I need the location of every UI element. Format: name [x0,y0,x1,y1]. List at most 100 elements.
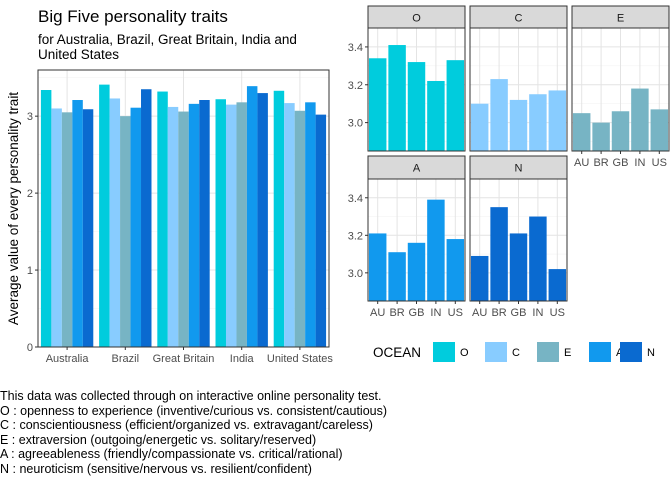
caption-line: O : openness to experience (inventive/cu… [0,403,388,418]
facet-bar-A-br [388,252,406,301]
facet-y-tick-label: 3.2 [348,230,363,242]
chart-title: Big Five personality traits [38,7,228,26]
facet-bar-O-in [427,80,445,151]
bar-O-brazil [99,84,110,347]
facet-x-tick-label: BR [593,157,608,169]
facet-strip-label-C: C [515,13,523,25]
y-tick-label: 3 [27,111,33,123]
bar-A-united-states [305,102,316,347]
facet-strip-label-A: A [413,163,421,175]
x-tick-label: Great Britain [153,353,215,365]
y-tick-label: 1 [27,265,33,277]
facet-x-tick-label: AU [472,307,487,319]
bar-N-united-states [315,114,327,347]
bar-N-india [257,93,268,347]
legend-key-C [485,342,507,362]
facet-x-tick-label: GB [613,157,629,169]
facet-x-tick-label: GB [511,307,527,319]
facet-bar-O-au [368,58,387,151]
facet-bar-C-br [490,79,508,151]
bar-E-great-britain [178,111,189,347]
bar-E-united-states [294,110,306,348]
facet-y-tick-label: 3.4 [348,42,363,54]
facet-bar-E-br [592,122,610,151]
facet-x-tick-label: AU [370,307,385,319]
facet-bar-N-gb [509,233,528,301]
caption-line: This data was collected through on inter… [0,389,382,403]
facet-bar-N-br [490,207,508,301]
facet-bar-E-in [631,88,649,151]
x-tick-label: Brazil [112,353,140,365]
y-tick-label: 0 [27,342,33,354]
facet-bar-E-gb [611,111,630,151]
bar-O-india [215,99,226,347]
caption-line: N : neuroticism (sensitive/nervous vs. r… [0,461,312,476]
legend-label-O: O [460,347,469,359]
legend-title: OCEAN [373,345,421,360]
chart-subtitle: for Australia, Brazil, Great Britain, In… [38,32,297,62]
legend-label-E: E [564,347,571,359]
bar-A-brazil [130,107,142,347]
facet-bar-N-in [529,216,547,301]
facet-bar-C-gb [509,99,528,151]
facet-bar-O-gb [407,62,426,151]
facet-y-tick-label: 3.2 [348,80,363,92]
facet-x-tick-label: US [652,157,667,169]
bar-A-australia [72,100,83,347]
facet-bar-A-gb [407,242,426,301]
facet-x-tick-label: IN [634,157,645,169]
facet-strip-label-E: E [617,13,624,25]
facet-x-tick-label: BR [491,307,506,319]
bar-C-united-states [284,103,295,347]
facet-x-tick-label: US [550,307,565,319]
bar-O-united-states [273,90,285,348]
facet-bar-O-br [388,45,406,151]
facet-border-C [469,27,568,152]
facet-bar-C-us [548,90,567,151]
legend-label-C: C [512,347,520,359]
caption-line: A : agreeableness (friendly/compassionat… [0,447,343,462]
facet-bar-A-au [368,233,387,301]
caption: This data was collected through on inter… [0,389,387,477]
facet-bar-E-us [650,109,669,151]
facet-bar-N-us [548,269,567,301]
bar-C-great-britain [167,106,179,347]
y-axis-label: Average value of every personality trait [6,92,21,325]
bar-A-india [246,86,258,348]
x-tick-label: Australia [46,353,90,365]
bar-N-great-britain [199,100,210,347]
legend-key-A [589,342,611,362]
bar-O-australia [40,90,52,347]
caption-line: E : extraversion (outgoing/energetic vs.… [0,432,317,447]
facet-bar-C-au [470,103,489,151]
facet-border-O [367,27,466,152]
bar-A-great-britain [188,103,200,347]
bar-E-brazil [120,116,131,348]
facet-bar-A-in [427,199,445,301]
bar-C-brazil [109,98,121,347]
facet-x-tick-label: US [448,307,463,319]
bar-O-great-britain [157,91,168,348]
facet-x-tick-label: IN [532,307,543,319]
facet-bar-E-au [572,113,591,151]
bar-N-brazil [141,89,152,347]
facet-x-tick-label: AU [574,157,589,169]
facet-strip-label-O: O [412,13,421,25]
bar-N-australia [82,109,94,347]
legend-key-O [433,342,455,362]
x-tick-label: United States [267,353,334,365]
facet-x-tick-label: BR [389,307,404,319]
y-tick-label: 2 [27,188,33,200]
facet-bar-A-us [446,239,465,301]
facet-bar-C-in [529,94,547,151]
facet-y-tick-label: 3.0 [348,268,363,280]
facet-bar-N-au [470,255,489,301]
facet-y-tick-label: 3.0 [348,118,363,130]
x-tick-label: India [230,353,255,365]
plot-border [37,69,330,348]
facet-x-tick-label: IN [430,307,441,319]
facet-strip-label-N: N [515,163,523,175]
legend-key-N [620,342,642,362]
facet-y-tick-label: 3.4 [348,193,363,205]
